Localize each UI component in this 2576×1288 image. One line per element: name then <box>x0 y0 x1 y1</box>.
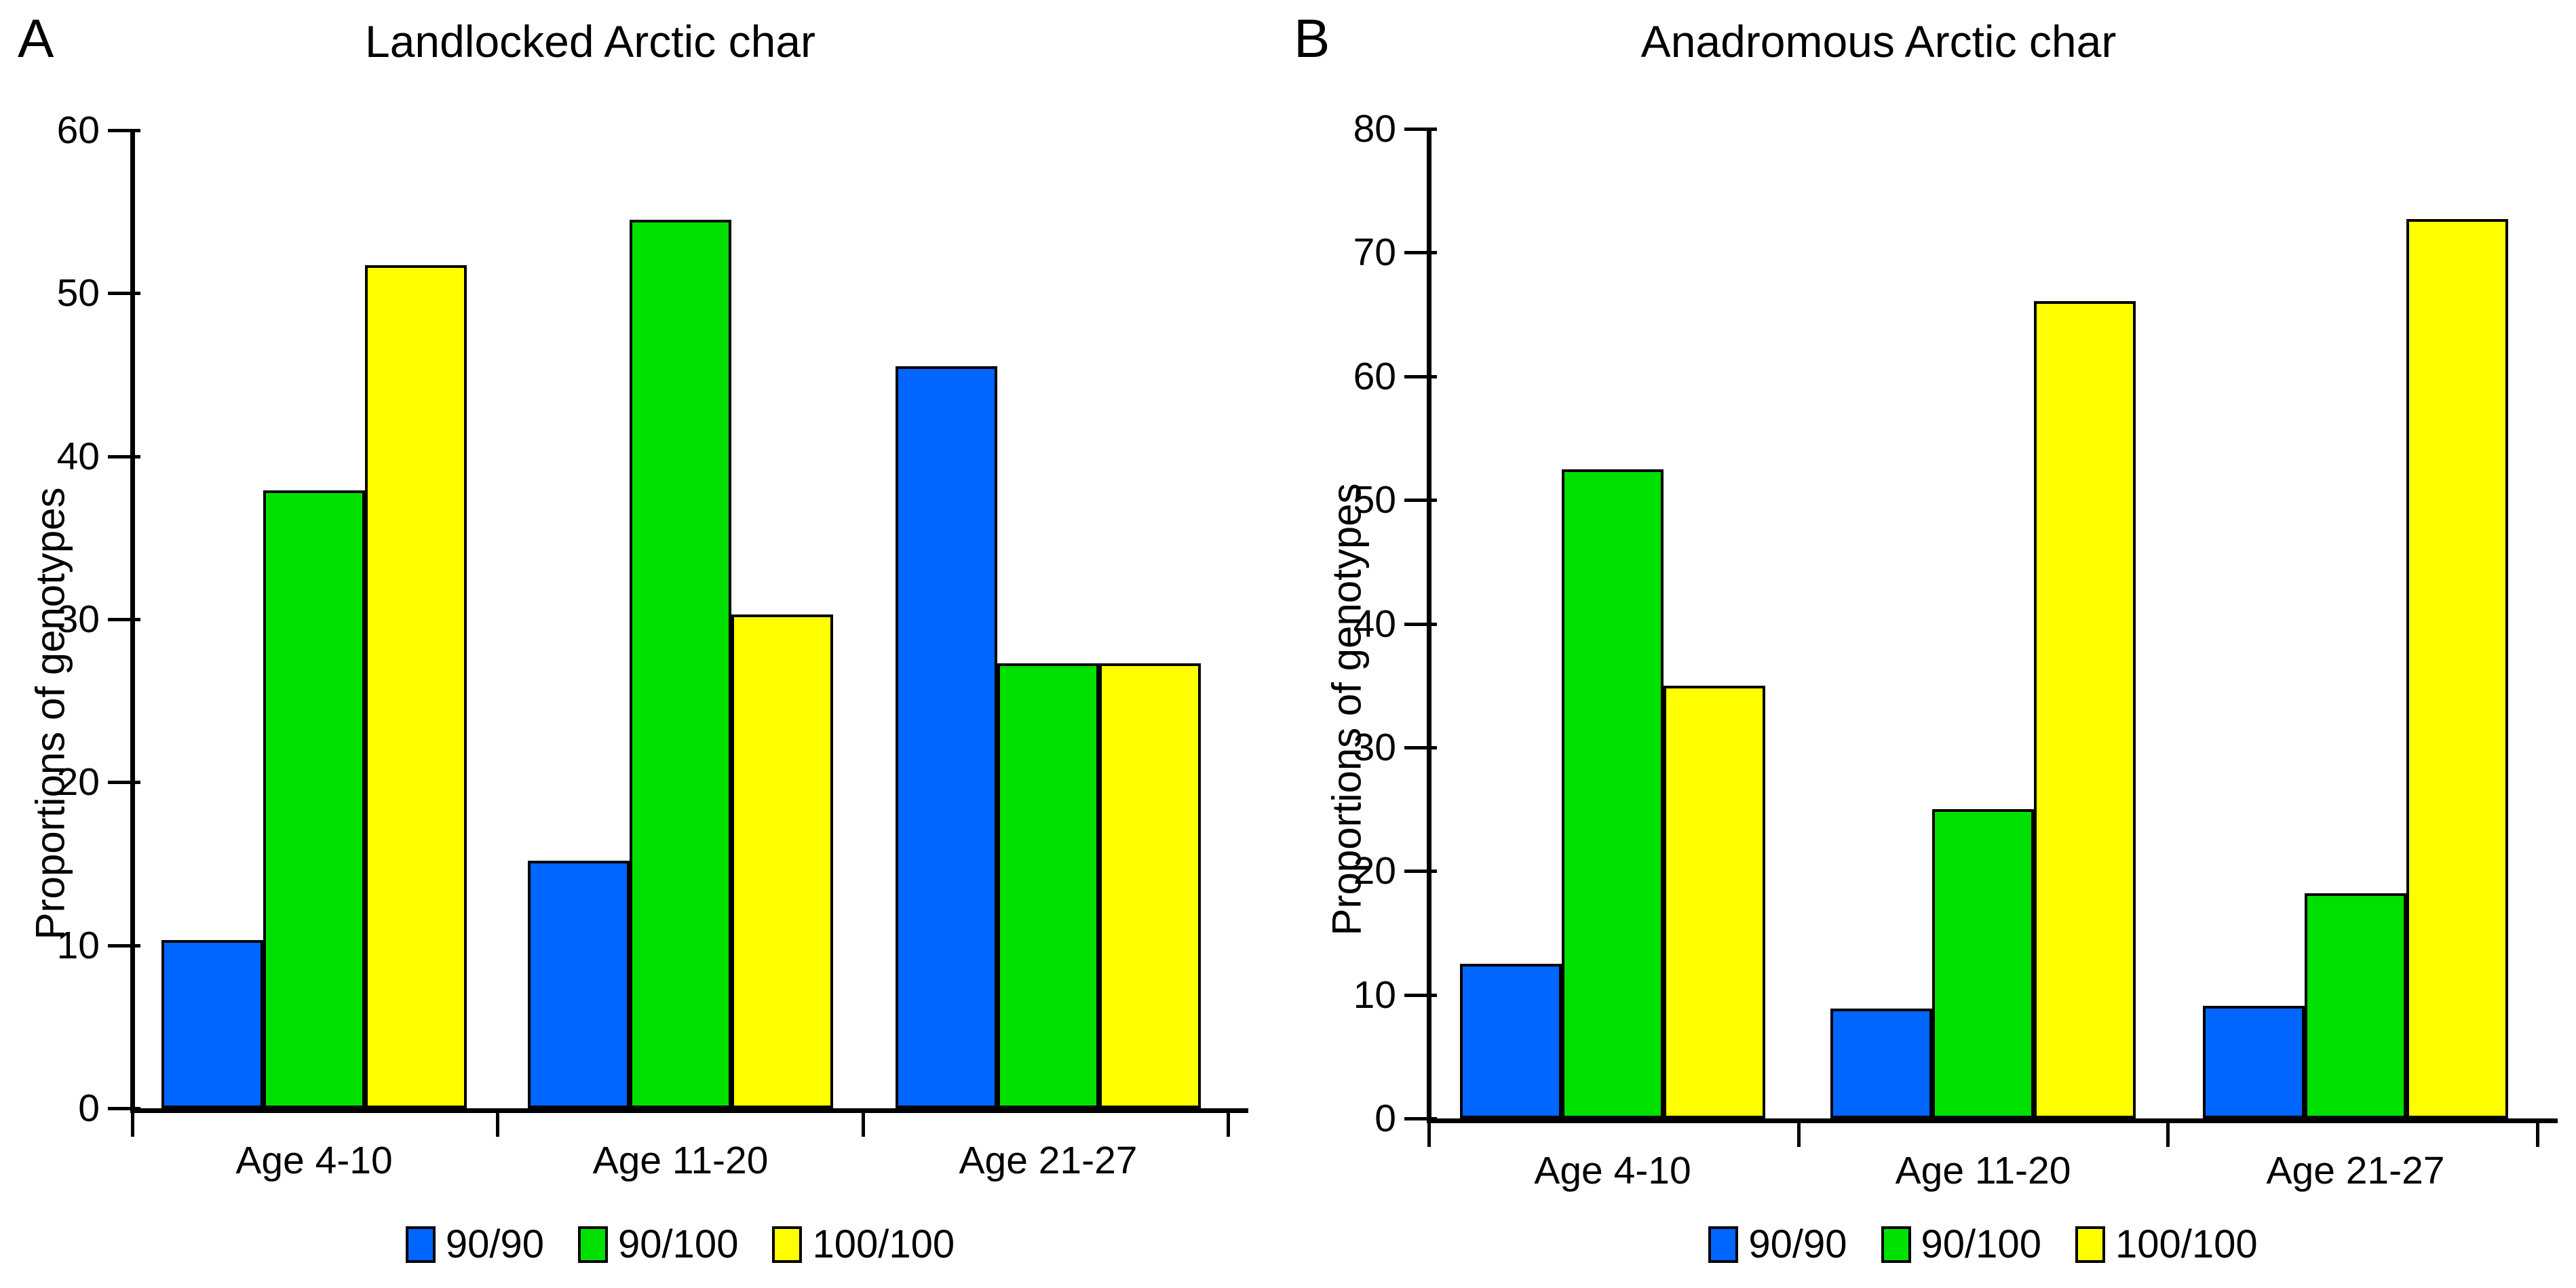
x-tick <box>1427 1118 1431 1147</box>
y-tick <box>108 129 140 132</box>
legend-item-90-90: 90/90 <box>405 1222 545 1267</box>
category-label-age-21-27: Age 21-27 <box>2266 1149 2445 1192</box>
y-tick <box>1404 499 1437 502</box>
y-tick <box>1404 994 1437 997</box>
bar-age-21-27-90-90 <box>2203 1006 2305 1118</box>
y-tick <box>1404 746 1437 749</box>
category-label-age-4-10: Age 4-10 <box>1534 1149 1691 1192</box>
chart-title-landlocked: Landlocked Arctic char <box>364 16 816 66</box>
legend-label: 100/100 <box>812 1222 955 1266</box>
y-tick <box>108 1107 140 1110</box>
category-label-age-4-10: Age 4-10 <box>235 1139 393 1182</box>
legend-item-90-90: 90/90 <box>1708 1222 1847 1267</box>
bar-age-11-20-100-100 <box>2034 301 2136 1118</box>
bar-age-4-10-90-90 <box>161 940 263 1108</box>
legend-swatch-90-100 <box>1881 1226 1911 1263</box>
bar-age-4-10-100-100 <box>365 265 467 1108</box>
bar-age-4-10-90-100 <box>1562 469 1664 1118</box>
y-tick <box>1404 1117 1437 1120</box>
y-tick-label: 30 <box>56 598 100 641</box>
x-tick <box>1797 1118 1801 1147</box>
x-tick <box>496 1108 499 1137</box>
y-tick-label: 10 <box>1353 973 1396 1017</box>
category-label-age-11-20: Age 11-20 <box>1895 1149 2071 1192</box>
y-tick <box>108 944 140 948</box>
legend-label: 90/90 <box>445 1222 545 1266</box>
plot-area: 0 10 20 30 40 50 60 70 80 Age 4-10 Age 11-20 Age 21… <box>1353 107 2558 1192</box>
bar-age-4-10-90-90 <box>1460 964 1562 1118</box>
y-axis-line <box>1427 129 1431 1123</box>
legend-label: 90/100 <box>618 1222 739 1266</box>
legend-swatch-90-90 <box>1708 1226 1739 1263</box>
legend-item-100-100: 100/100 <box>772 1222 955 1267</box>
legend: 90/90 90/100 100/100 <box>1429 1221 2537 1268</box>
legend-item-90-100: 90/100 <box>578 1222 738 1267</box>
y-tick-label: 80 <box>1353 107 1396 151</box>
legend-label: 100/100 <box>2115 1222 2258 1266</box>
bar-age-11-20-90-100 <box>1932 809 2034 1118</box>
y-tick <box>1404 623 1437 626</box>
y-tick <box>108 292 140 295</box>
legend-label: 90/90 <box>1748 1222 1847 1266</box>
x-tick <box>862 1108 865 1137</box>
bar-age-21-27-90-90 <box>896 366 997 1108</box>
bar-age-21-27-90-100 <box>2305 893 2406 1118</box>
x-tick <box>131 1108 134 1137</box>
y-tick-label: 70 <box>1353 231 1396 274</box>
y-tick <box>108 781 140 784</box>
bar-age-11-20-90-90 <box>1830 1009 1932 1118</box>
y-tick-label: 20 <box>1353 849 1396 893</box>
panel-letter-a: A <box>18 8 54 69</box>
bar-age-11-20-100-100 <box>731 614 833 1108</box>
y-tick-label: 20 <box>56 760 100 804</box>
y-axis-title: Proportions of genotypes <box>27 487 73 940</box>
y-tick-label: 0 <box>1374 1097 1396 1140</box>
legend-swatch-90-100 <box>578 1226 609 1263</box>
legend-label: 90/100 <box>1921 1222 2041 1266</box>
x-tick <box>2536 1118 2539 1147</box>
bar-age-21-27-90-100 <box>997 663 1099 1108</box>
y-tick <box>1404 251 1437 254</box>
y-axis-line <box>130 130 135 1113</box>
bar-age-4-10-90-100 <box>263 490 365 1108</box>
legend-swatch-100-100 <box>2075 1226 2105 1263</box>
y-tick-label: 50 <box>56 271 100 315</box>
legend-item-90-100: 90/100 <box>1881 1222 2041 1267</box>
y-tick-label: 60 <box>1353 355 1396 398</box>
panel-letter-b: B <box>1294 8 1330 69</box>
y-tick <box>1404 375 1437 378</box>
x-axis-line <box>1427 1118 2558 1123</box>
bar-age-21-27-100-100 <box>2406 219 2508 1118</box>
y-tick-label: 10 <box>56 924 100 967</box>
x-tick <box>1227 1108 1230 1137</box>
x-tick <box>2166 1118 2170 1147</box>
category-label-age-21-27: Age 21-27 <box>959 1139 1138 1182</box>
y-tick <box>108 618 140 621</box>
bar-age-11-20-90-90 <box>528 861 630 1108</box>
x-axis-line <box>130 1108 1248 1113</box>
chart-panel-landlocked: A Landlocked Arctic char Proportions of … <box>18 8 1248 1268</box>
y-tick-label: 50 <box>1353 478 1396 522</box>
bar-age-4-10-100-100 <box>1664 686 1765 1118</box>
y-tick <box>1404 128 1437 131</box>
y-tick-label: 0 <box>78 1087 100 1130</box>
chart-panel-anadromous: B Anadromous Arctic char Proportions of … <box>1288 0 2576 1288</box>
legend-item-100-100: 100/100 <box>2075 1222 2258 1267</box>
legend: 90/90 90/100 100/100 <box>132 1221 1228 1268</box>
bar-age-11-20-90-100 <box>630 220 731 1108</box>
y-tick-label: 30 <box>1353 726 1396 769</box>
y-tick <box>1404 870 1437 873</box>
bar-age-21-27-100-100 <box>1099 663 1201 1108</box>
legend-swatch-100-100 <box>772 1226 803 1263</box>
category-label-age-11-20: Age 11-20 <box>592 1139 769 1182</box>
legend-swatch-90-90 <box>405 1226 436 1263</box>
y-tick-label: 40 <box>1353 602 1396 646</box>
y-tick-label: 60 <box>56 109 100 152</box>
plot-area: 0 10 20 30 40 50 60 Age 4-10 Age 11-20 Age 21-27 <box>57 109 1248 1182</box>
y-tick <box>108 455 140 458</box>
y-tick-label: 40 <box>56 435 100 478</box>
chart-title-anadromous: Anadromous Arctic char <box>1640 16 2117 66</box>
